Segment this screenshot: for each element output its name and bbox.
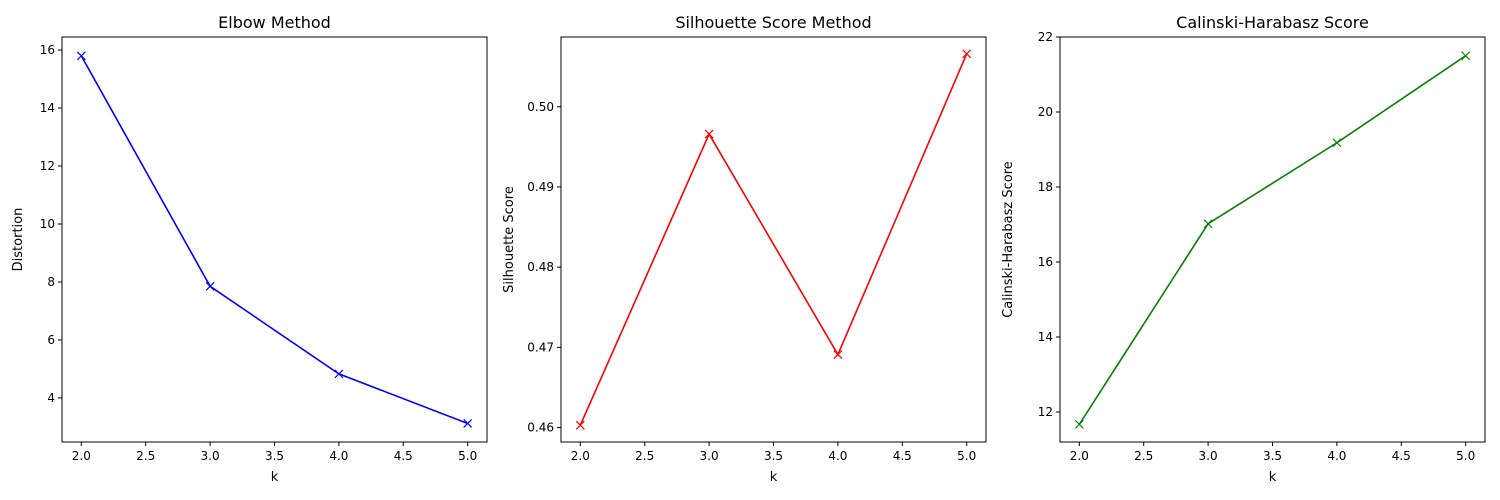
calinski-harabasz-y-tick-label: 14 xyxy=(1038,330,1053,344)
elbow-x-tick-label: 3.5 xyxy=(265,449,284,463)
elbow-y-tick-label: 10 xyxy=(40,217,55,231)
calinski-harabasz-data-point xyxy=(1074,419,1084,429)
silhouette-x-tick-label: 4.0 xyxy=(828,449,847,463)
elbow-title: Elbow Method xyxy=(218,13,331,32)
elbow-y-axis-label: Distortion xyxy=(11,208,26,272)
elbow-y-tick-label: 8 xyxy=(47,275,55,289)
calinski-harabasz-y-tick-label: 20 xyxy=(1038,105,1053,119)
calinski-harabasz-y-tick-label: 12 xyxy=(1038,405,1053,419)
silhouette-data-point xyxy=(575,420,585,430)
silhouette-data-point xyxy=(704,129,714,139)
elbow-x-tick-label: 2.5 xyxy=(136,449,155,463)
calinski-harabasz-y-tick-label: 22 xyxy=(1038,30,1053,44)
calinski-harabasz-data-point xyxy=(1461,51,1471,61)
elbow-series-line xyxy=(80,55,468,425)
silhouette-y-tick-label: 0.47 xyxy=(527,340,554,354)
silhouette-x-axis-label: k xyxy=(770,470,778,485)
silhouette-x-tick-label: 4.5 xyxy=(893,449,912,463)
calinski-harabasz-x-tick-label: 2.0 xyxy=(1070,449,1089,463)
elbow-data-point xyxy=(463,419,473,428)
elbow-x-tick-label: 3.0 xyxy=(201,449,220,463)
calinski-harabasz-panel: Calinski-Harabasz Score 2.0 2.5 3.0 3.5 4.0 4.… xyxy=(1001,13,1486,485)
elbow-x-axis-label: k xyxy=(271,470,279,485)
calinski-harabasz-title: Calinski-Harabasz Score xyxy=(1176,13,1369,32)
calinski-harabasz-x-tick-label: 2.5 xyxy=(1134,449,1153,463)
calinski-harabasz-y-tick-label: 16 xyxy=(1038,255,1053,269)
calinski-harabasz-x-axis-label: k xyxy=(1269,470,1277,485)
elbow-x-tick-label: 4.5 xyxy=(394,449,413,463)
silhouette-x-tick-label: 2.0 xyxy=(571,449,590,463)
calinski-harabasz-x-tick-label: 5.0 xyxy=(1456,449,1475,463)
elbow-panel: Elbow Method 2.0 2.5 3.0 3.5 4.0 4.5 5.0 4 6 8 10 12… xyxy=(11,13,488,485)
elbow-y-tick-label: 16 xyxy=(40,43,55,57)
silhouette-panel: Silhouette Score Method 2.0 2.5 3.0 3.5 4.0 4.… xyxy=(502,13,987,485)
silhouette-x-tick-label: 5.0 xyxy=(957,449,976,463)
elbow-y-tick-label: 4 xyxy=(47,391,55,405)
silhouette-y-tick-label: 0.50 xyxy=(527,100,554,114)
elbow-data-point xyxy=(205,281,215,291)
elbow-data-point xyxy=(76,51,86,61)
silhouette-x-tick-label: 3.5 xyxy=(764,449,783,463)
elbow-y-tick-label: 14 xyxy=(40,101,55,115)
calinski-harabasz-data-point xyxy=(1203,219,1213,229)
silhouette-y-axis-label: Silhouette Score xyxy=(502,186,517,293)
silhouette-y-tick-label: 0.46 xyxy=(527,421,554,435)
calinski-harabasz-y-tick-label: 18 xyxy=(1038,180,1053,194)
calinski-harabasz-x-tick-label: 3.0 xyxy=(1199,449,1218,463)
elbow-x-tick-label: 2.0 xyxy=(72,449,91,463)
calinski-harabasz-x-tick-label: 4.0 xyxy=(1327,449,1346,463)
silhouette-y-tick-label: 0.48 xyxy=(527,260,554,274)
calinski-harabasz-data-point xyxy=(1332,138,1342,148)
silhouette-data-point xyxy=(962,49,972,59)
elbow-x-tick-label: 5.0 xyxy=(458,449,477,463)
silhouette-title: Silhouette Score Method xyxy=(675,13,871,32)
elbow-x-tick-label: 4.0 xyxy=(329,449,348,463)
silhouette-series-line xyxy=(579,53,968,426)
calinski-harabasz-x-tick-label: 4.5 xyxy=(1392,449,1411,463)
calinski-harabasz-x-tick-label: 3.5 xyxy=(1263,449,1282,463)
silhouette-data-point xyxy=(833,350,843,360)
silhouette-x-tick-label: 3.0 xyxy=(700,449,719,463)
calinski-harabasz-series-line xyxy=(1078,55,1467,425)
elbow-y-tick-label: 6 xyxy=(47,333,55,347)
silhouette-y-tick-label: 0.49 xyxy=(527,180,554,194)
chart-panels: Elbow Method 2.0 2.5 3.0 3.5 4.0 4.5 5.0 4 6 8 10 12… xyxy=(11,13,1486,485)
silhouette-x-tick-label: 2.5 xyxy=(635,449,654,463)
elbow-data-point xyxy=(334,369,344,379)
calinski-harabasz-y-axis-label: Calinski-Harabasz Score xyxy=(1001,161,1016,318)
elbow-y-tick-label: 12 xyxy=(40,159,55,173)
